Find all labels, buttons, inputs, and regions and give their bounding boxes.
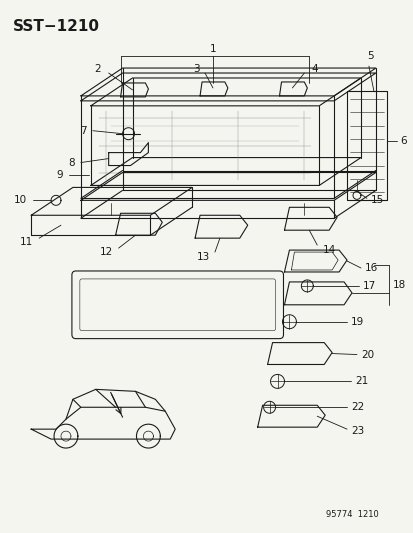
Text: 95774  1210: 95774 1210 (325, 510, 378, 519)
Text: 2: 2 (94, 64, 100, 74)
Text: 6: 6 (400, 136, 406, 146)
Text: 15: 15 (370, 196, 383, 205)
Text: 11: 11 (20, 237, 33, 247)
Text: SST−1210: SST−1210 (13, 19, 100, 34)
Text: 12: 12 (99, 247, 112, 257)
Text: 18: 18 (392, 280, 405, 290)
Text: 23: 23 (350, 426, 363, 436)
Text: 8: 8 (68, 158, 75, 167)
Text: 4: 4 (311, 64, 317, 74)
Text: 5: 5 (367, 51, 373, 61)
Text: 10: 10 (14, 196, 27, 205)
Text: 1: 1 (209, 44, 216, 54)
Text: 20: 20 (360, 350, 373, 360)
Text: 7: 7 (80, 126, 87, 136)
Text: 9: 9 (56, 171, 63, 181)
Text: 17: 17 (362, 281, 375, 291)
Text: 21: 21 (354, 376, 367, 386)
Text: 3: 3 (193, 64, 199, 74)
Text: 22: 22 (350, 402, 363, 412)
Text: 16: 16 (364, 263, 377, 273)
Text: 14: 14 (323, 245, 336, 255)
Text: 13: 13 (196, 252, 209, 262)
Text: 19: 19 (350, 317, 363, 327)
